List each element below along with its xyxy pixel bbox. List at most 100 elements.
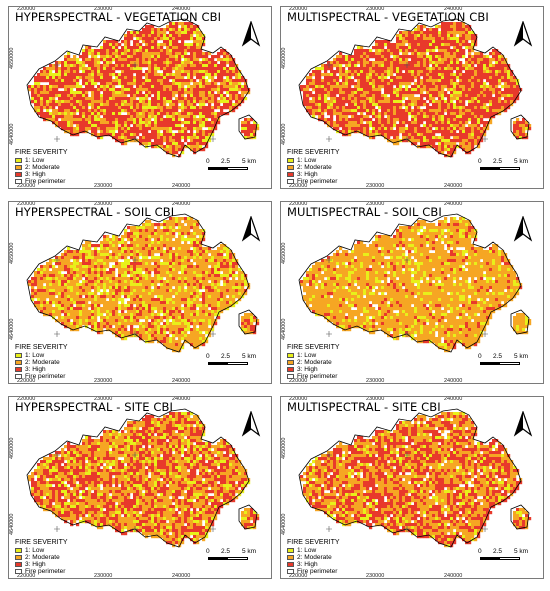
fire-severity-legend: FIRE SEVERITY 1: Low 2: Moderate 3: High Fi…	[287, 344, 340, 380]
legend-item: 2: Moderate	[15, 554, 68, 561]
x-tick-bottom: 220000	[17, 378, 36, 384]
legend-label: 2: Moderate	[297, 359, 332, 366]
legend-item: 2: Moderate	[15, 164, 68, 171]
y-tick-left: 4650000	[9, 242, 15, 264]
scale-label: 5 km	[242, 548, 257, 555]
legend-swatch	[287, 158, 294, 163]
legend-item: 2: Moderate	[287, 359, 340, 366]
panel-title: MULTISPECTRAL - SITE CBI	[287, 400, 441, 414]
x-tick-top: 230000	[94, 396, 113, 402]
scale-label: 5 km	[514, 158, 529, 165]
x-tick-bottom: 230000	[366, 378, 385, 384]
legend-label: 1: Low	[25, 547, 45, 554]
x-tick-top: 220000	[17, 396, 36, 402]
legend-label: 2: Moderate	[25, 164, 60, 171]
x-tick-bottom: 220000	[289, 183, 308, 189]
scale-label: 0	[478, 548, 482, 555]
panel-title: MULTISPECTRAL - VEGETATION CBI	[287, 10, 489, 24]
y-tick-left: 4650000	[9, 47, 15, 69]
fire-severity-legend: FIRE SEVERITY 1: Low 2: Moderate 3: High Fi…	[287, 539, 340, 575]
fire-severity-legend: FIRE SEVERITY 1: Low 2: Moderate 3: High Fi…	[287, 149, 340, 185]
scale-label: 2.5	[493, 353, 503, 360]
x-tick-bottom: 220000	[17, 573, 36, 579]
scale-label: 0	[478, 158, 482, 165]
legend-item: 1: Low	[287, 547, 340, 554]
fire-perimeter-outline	[26, 408, 250, 548]
x-tick-top: 240000	[444, 6, 463, 12]
legend-swatch	[15, 360, 22, 365]
legend-swatch	[287, 172, 294, 177]
y-tick-left: 4650000	[9, 437, 15, 459]
y-tick-left: 4640000	[281, 318, 287, 340]
panel-title: HYPERSPECTRAL - SITE CBI	[15, 400, 174, 414]
north-arrow-icon	[513, 21, 533, 47]
legend-swatch	[287, 165, 294, 170]
x-tick-bottom: 230000	[366, 183, 385, 189]
legend-label: 3: High	[297, 561, 318, 568]
legend-label: Fire perimeter	[25, 373, 66, 380]
legend-swatch	[15, 569, 22, 574]
scale-label: 0	[206, 548, 210, 555]
fire-perimeter-outline	[510, 309, 530, 335]
legend-label: Fire perimeter	[25, 178, 66, 185]
fire-perimeter-outline	[238, 504, 258, 530]
legend-item: 2: Moderate	[287, 164, 340, 171]
scale-bar: 0 2.5 5 km	[476, 158, 536, 172]
legend-item: Fire perimeter	[15, 178, 68, 185]
legend-item: 2: Moderate	[287, 554, 340, 561]
legend-label: Fire perimeter	[297, 178, 338, 185]
y-tick-left: 4650000	[281, 242, 287, 264]
fire-perimeter-outline	[238, 309, 258, 335]
scale-bar: 0 2.5 5 km	[204, 548, 264, 562]
severity-map	[298, 18, 532, 158]
legend-label: Fire perimeter	[297, 373, 338, 380]
y-tick-left: 4650000	[281, 437, 287, 459]
legend-item: Fire perimeter	[287, 373, 340, 380]
severity-map	[26, 18, 260, 158]
legend-item: Fire perimeter	[287, 178, 340, 185]
legend-item: Fire perimeter	[15, 568, 68, 575]
x-tick-top: 240000	[172, 201, 191, 207]
severity-map	[298, 408, 532, 548]
x-tick-top: 230000	[94, 201, 113, 207]
scale-bar: 0 2.5 5 km	[476, 353, 536, 367]
x-tick-bottom: 230000	[94, 183, 113, 189]
scale-label: 2.5	[493, 548, 503, 555]
fire-perimeter-outline	[298, 408, 522, 548]
map-panel-2: MULTISPECTRAL - VEGETATION CBI 220000 23…	[280, 6, 544, 189]
legend-swatch	[287, 569, 294, 574]
map-panel-5: HYPERSPECTRAL - SITE CBI 220000 230000 2…	[8, 396, 272, 579]
legend-label: 3: High	[25, 171, 46, 178]
fire-severity-legend: FIRE SEVERITY 1: Low 2: Moderate 3: High Fi…	[15, 539, 68, 575]
legend-item: 3: High	[287, 171, 340, 178]
legend-label: 1: Low	[25, 157, 45, 164]
legend-label: 1: Low	[297, 157, 317, 164]
north-arrow-icon	[513, 216, 533, 242]
panel-title: MULTISPECTRAL - SOIL CBI	[287, 205, 442, 219]
fire-perimeter-outline	[298, 18, 522, 158]
legend-item: 3: High	[287, 561, 340, 568]
legend-label: 3: High	[297, 366, 318, 373]
x-tick-bottom: 240000	[444, 573, 463, 579]
severity-map	[26, 408, 260, 548]
y-tick-left: 4650000	[281, 47, 287, 69]
map-panel-6: MULTISPECTRAL - SITE CBI 220000 230000 2…	[280, 396, 544, 579]
legend-item: 1: Low	[15, 157, 68, 164]
legend-item: Fire perimeter	[15, 373, 68, 380]
legend-label: 2: Moderate	[25, 554, 60, 561]
scale-bar: 0 2.5 5 km	[476, 548, 536, 562]
legend-title: FIRE SEVERITY	[15, 539, 68, 546]
legend-swatch	[15, 165, 22, 170]
legend-label: Fire perimeter	[25, 568, 66, 575]
legend-swatch	[287, 548, 294, 553]
x-tick-bottom: 230000	[366, 573, 385, 579]
fire-severity-legend: FIRE SEVERITY 1: Low 2: Moderate 3: High Fi…	[15, 149, 68, 185]
legend-swatch	[287, 360, 294, 365]
scale-label: 5 km	[514, 548, 529, 555]
legend-label: 3: High	[297, 171, 318, 178]
x-tick-top: 230000	[366, 201, 385, 207]
x-tick-top: 220000	[17, 6, 36, 12]
legend-swatch	[15, 374, 22, 379]
legend-label: 2: Moderate	[297, 164, 332, 171]
x-tick-top: 240000	[172, 396, 191, 402]
